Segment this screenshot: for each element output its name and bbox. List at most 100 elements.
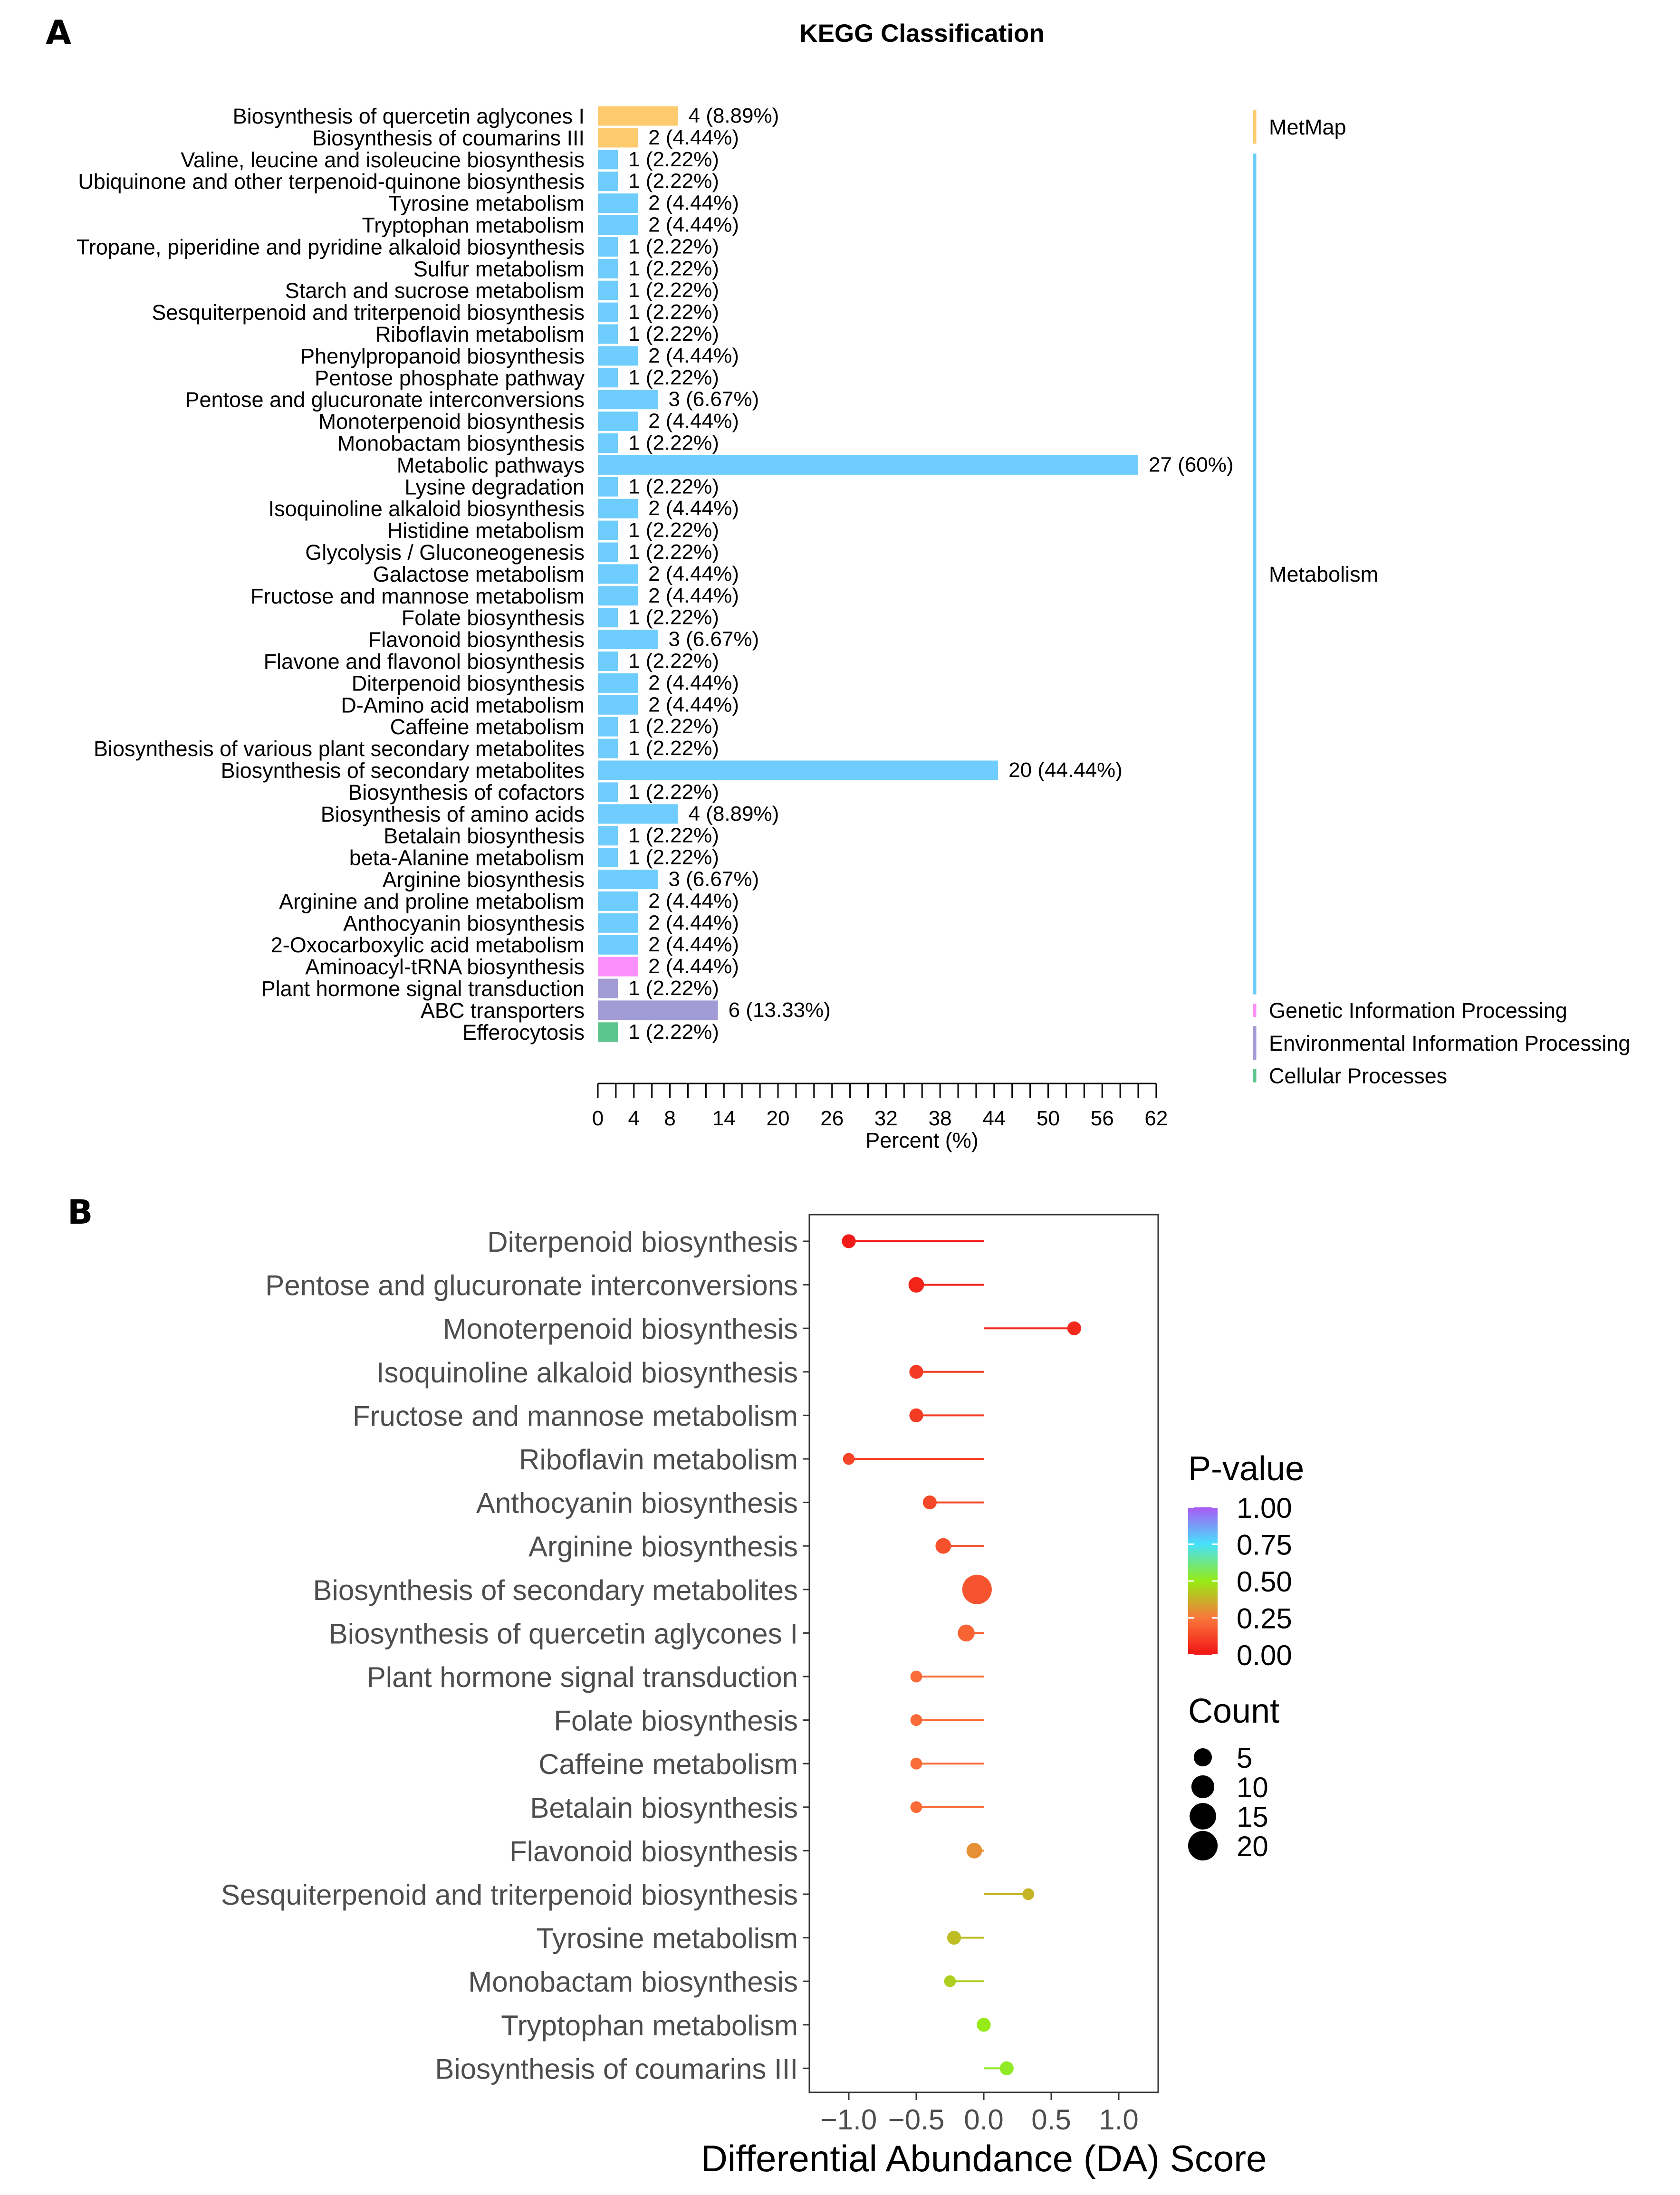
bar-category-label: Riboflavin metabolism [375, 322, 585, 346]
bar-category-label: Sesquiterpenoid and triterpenoid biosynt… [152, 300, 585, 325]
bar-category-label: Flavonoid biosynthesis [368, 628, 585, 652]
bar-category-label: Tyrosine metabolism [388, 192, 585, 216]
bar-value-label: 1 (2.22%) [628, 824, 719, 847]
bar-monobactam-biosynthesis [598, 433, 618, 453]
pvalue-legend-title: P-value [1188, 1450, 1304, 1488]
lollipop-point-diterpenoid-biosynthesis [842, 1234, 856, 1248]
bar-category-label: Biosynthesis of various plant secondary … [94, 737, 585, 761]
category-label: Biosynthesis of quercetin aglycones I [329, 1618, 798, 1649]
lollipop-point-plant-hormone-signal-transduction [910, 1670, 922, 1683]
bar-category-label: Flavone and flavonol biosynthesis [264, 650, 585, 674]
bar-category-label: Folate biosynthesis [402, 606, 585, 630]
bar-value-label: 1 (2.22%) [628, 737, 719, 760]
count-legend-label: 15 [1237, 1801, 1268, 1833]
lollipop-point-arginine-biosynthesis [935, 1538, 951, 1554]
bar-abc-transporters [598, 1000, 718, 1020]
x-tick-label: 0.0 [964, 2104, 1003, 2136]
bar-category-label: Galactose metabolism [373, 562, 585, 586]
category-label: Folate biosynthesis [554, 1705, 798, 1737]
bar-value-label: 3 (6.67%) [668, 628, 759, 651]
bar-category-label: Ubiquinone and other terpenoid-quinone b… [78, 170, 585, 194]
bar-value-label: 1 (2.22%) [628, 322, 719, 345]
bar-biosynthesis-of-secondary-metabolites [598, 760, 998, 780]
bar-category-label: Sulfur metabolism [413, 257, 585, 281]
bar-value-label: 1 (2.22%) [628, 148, 719, 171]
bar-value-label: 1 (2.22%) [628, 366, 719, 389]
bar-category-label: Tropane, piperidine and pyridine alkaloi… [77, 235, 585, 259]
x-tick-label: 32 [874, 1107, 898, 1130]
category-label: Arginine biosynthesis [528, 1531, 798, 1562]
bar-caffeine-metabolism [598, 717, 618, 737]
panel-b-label: B [67, 1193, 93, 1232]
bar-value-label: 1 (2.22%) [628, 235, 719, 258]
bar-category-label: Isoquinoline alkaloid biosynthesis [269, 497, 585, 521]
bar-flavone-and-flavonol-biosynthesis [598, 652, 618, 671]
bar-diterpenoid-biosynthesis [598, 673, 638, 693]
colorbar-tick-label: 0.50 [1237, 1566, 1292, 1598]
category-label: Fructose and mannose metabolism [353, 1400, 798, 1432]
kegg-classification-chart: KEGG Classification Biosynthesis of querc… [77, 19, 1630, 1152]
bar-value-label: 1 (2.22%) [628, 977, 719, 1000]
lollipop-point-biosynthesis-of-quercetin-aglycones-i [958, 1624, 975, 1642]
lollipop-point-flavonoid-biosynthesis [966, 1843, 982, 1859]
lollipop-point-monoterpenoid-biosynthesis [1067, 1321, 1081, 1335]
bar-category-label: D-Amino acid metabolism [341, 693, 585, 717]
bar-category-label: Anthocyanin biosynthesis [343, 911, 585, 935]
plot-panel-border [808, 1214, 1159, 2093]
count-legend-dot [1193, 1748, 1212, 1767]
category-label: Plant hormone signal transduction [367, 1661, 798, 1693]
bar-phenylpropanoid-biosynthesis [598, 346, 638, 366]
bar-histidine-metabolism [598, 520, 618, 540]
x-tick-label: −1.0 [821, 2104, 877, 2136]
bar-category-label: Diterpenoid biosynthesis [352, 671, 585, 695]
bar-isoquinoline-alkaloid-biosynthesis [598, 498, 638, 518]
x-tick-label: 20 [767, 1107, 790, 1130]
count-legend-dot [1190, 1803, 1216, 1830]
bar-value-label: 3 (6.67%) [668, 868, 759, 891]
bar-valine-leucine-and-isoleucine-biosynthesis [598, 150, 618, 170]
bar-category-label: Lysine degradation [404, 475, 585, 499]
count-legend-label: 10 [1237, 1772, 1268, 1803]
bar-galactose-metabolism [598, 564, 638, 584]
bar-category-label: Biosynthesis of cofactors [348, 780, 585, 805]
bar-category-label: 2-Oxocarboxylic acid metabolism [271, 933, 585, 957]
bar-category-label: Monobactam biosynthesis [337, 431, 585, 456]
bar-value-label: 2 (4.44%) [648, 562, 739, 585]
bar-betalain-biosynthesis [598, 826, 618, 846]
x-axis-title: Percent (%) [865, 1128, 979, 1152]
count-legend-label: 20 [1237, 1831, 1268, 1862]
x-tick-label: 26 [820, 1107, 844, 1130]
lollipop-point-isoquinoline-alkaloid-biosynthesis [909, 1365, 923, 1379]
x-tick-label: 56 [1091, 1107, 1114, 1130]
x-tick-label: 4 [628, 1107, 640, 1130]
bar-category-label: Monoterpenoid biosynthesis [318, 410, 585, 434]
category-label: Riboflavin metabolism [519, 1444, 798, 1476]
lollipop-point-biosynthesis-of-coumarins-iii [999, 2061, 1014, 2075]
legend-label-genetic-information-processing: Genetic Information Processing [1269, 998, 1567, 1023]
bar-category-label: ABC transporters [421, 998, 585, 1023]
legend-label-environmental-information-processing: Environmental Information Processing [1269, 1031, 1630, 1055]
lollipop-point-riboflavin-metabolism [843, 1453, 855, 1465]
bar-category-label: beta-Alanine metabolism [349, 846, 585, 870]
bar-tryptophan-metabolism [598, 215, 638, 235]
bar-efferocytosis [598, 1022, 618, 1042]
bar-category-label: Biosynthesis of quercetin aglycones I [233, 104, 585, 128]
bar-category-label: Pentose and glucuronate interconversions [185, 388, 585, 412]
bar-biosynthesis-of-quercetin-aglycones-i [598, 106, 678, 126]
bar-value-label: 1 (2.22%) [628, 278, 719, 302]
bar-category-label: Valine, leucine and isoleucine biosynthe… [181, 148, 585, 172]
bar-value-label: 2 (4.44%) [648, 213, 739, 237]
lollipop-point-biosynthesis-of-secondary-metabolites [962, 1574, 992, 1604]
bar-value-label: 1 (2.22%) [628, 300, 719, 324]
category-label: Biosynthesis of coumarins III [435, 2053, 798, 2085]
colorbar-tick-label: 0.75 [1237, 1529, 1292, 1561]
bar-pentose-phosphate-pathway [598, 368, 618, 388]
lollipop-point-anthocyanin-biosynthesis [922, 1495, 937, 1510]
lollipop-point-sesquiterpenoid-and-triterpenoid-biosynthesis [1022, 1888, 1035, 1900]
bar-anthocyanin-biosynthesis [598, 913, 638, 933]
category-label: Isoquinoline alkaloid biosynthesis [376, 1357, 798, 1389]
bar-2-oxocarboxylic-acid-metabolism [598, 935, 638, 955]
bar-value-label: 2 (4.44%) [648, 955, 739, 978]
lollipop-point-pentose-and-glucuronate-interconversions [908, 1277, 924, 1293]
